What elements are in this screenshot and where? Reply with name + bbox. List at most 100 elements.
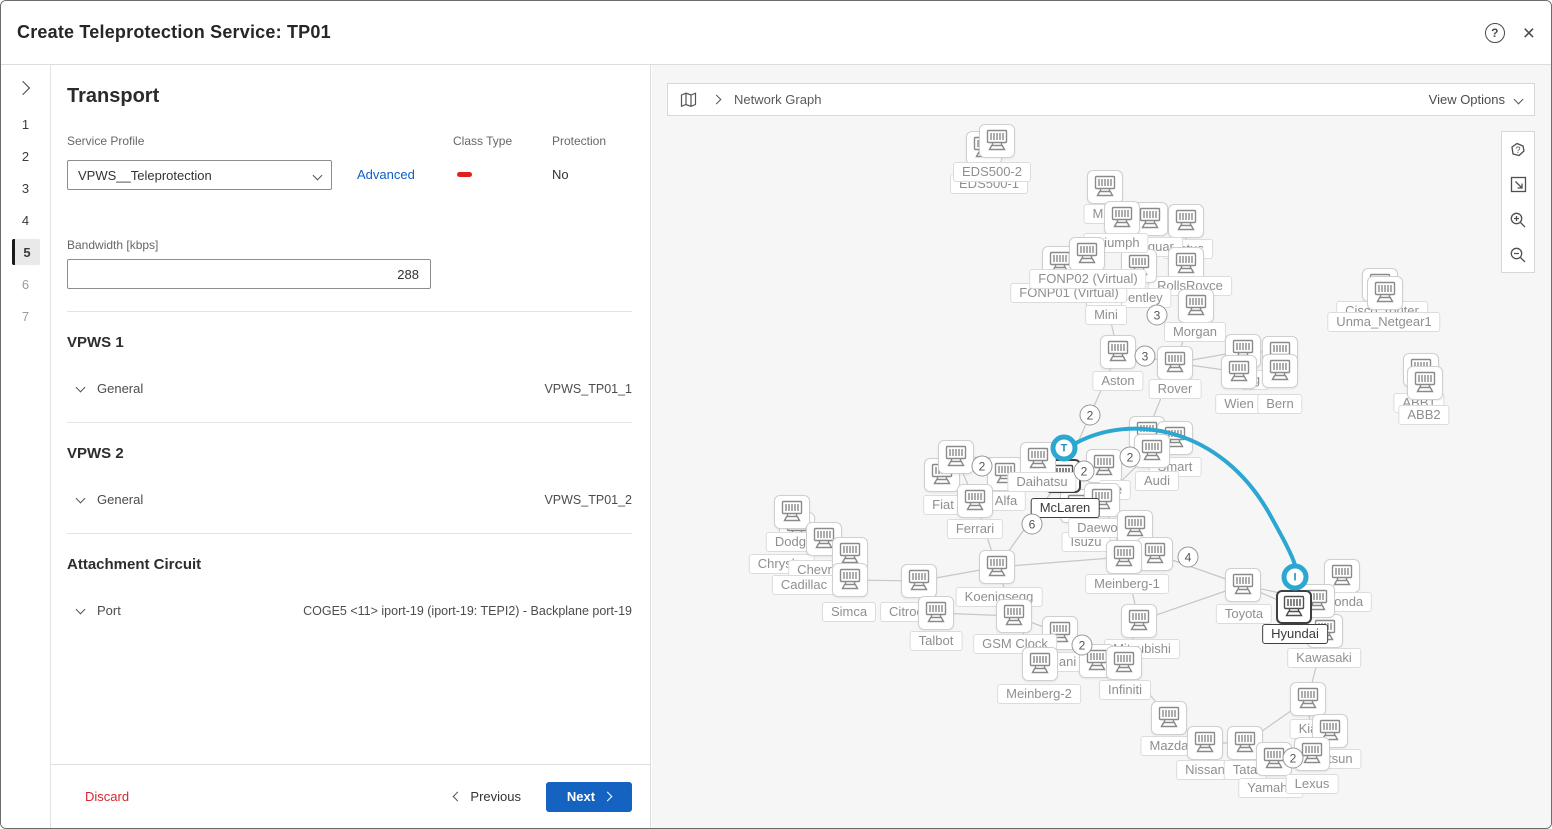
graph-node-label-fonp02[interactable]: FONP02 (Virtual) [1029,269,1147,289]
graph-node-label-wien[interactable]: Wien [1215,394,1263,414]
graph-node-label-hyundai[interactable]: Hyundai [1262,624,1328,644]
fullscreen-button[interactable] [1502,167,1534,202]
view-options-button[interactable]: View Options [1429,92,1524,107]
graph-node-infiniti[interactable] [1106,646,1142,680]
graph-node-meinberg-1[interactable] [1106,540,1142,574]
graph-node-label-unma-netgear1[interactable]: Unma_Netgear1 [1327,312,1441,332]
zoom-in-button[interactable] [1502,202,1534,237]
close-icon[interactable]: × [1522,21,1535,45]
graph-node-cadillac[interactable] [832,537,868,571]
cluster-badge-3[interactable]: 3 [1146,304,1168,326]
graph-node-label-kawasaki[interactable]: Kawasaki [1287,648,1361,668]
general-row-label[interactable]: General [97,492,144,507]
graph-node-mazda[interactable] [1151,701,1187,735]
stepper-step-4[interactable]: 4 [21,212,30,228]
graph-node-label-rover[interactable]: Rover [1148,379,1202,399]
stepper-step-1[interactable]: 1 [21,116,30,132]
graph-node-fonp02[interactable] [1069,237,1105,271]
graph-node-label-aston[interactable]: Aston [1092,371,1144,391]
discard-button[interactable]: Discard [85,789,130,804]
graph-node-gsm-clock[interactable] [996,599,1032,633]
graph-node-triumph[interactable] [1104,201,1140,235]
service-profile-select[interactable]: VPWS__Teleprotection [67,160,332,190]
graph-node-label-daihatsu[interactable]: Daihatsu [1007,472,1077,492]
advanced-link[interactable]: Advanced [357,167,415,182]
cluster-badge-2[interactable]: 2 [971,455,993,477]
graph-node-label-toyota[interactable]: Toyota [1215,604,1273,624]
graph-node-aston[interactable] [1100,335,1136,369]
graph-node-meinberg-2[interactable] [1022,647,1058,681]
graph-node-citroen[interactable] [901,564,937,598]
graph-node-hyundai[interactable] [1276,590,1312,624]
graph-node-mitsubishi[interactable] [1121,604,1157,638]
graph-node-morgan[interactable] [1178,289,1214,323]
graph-node-label-eds500-2[interactable]: EDS500-2 [953,162,1031,182]
graph-node-label-bern[interactable]: Bern [1257,394,1303,414]
graph-node-simca[interactable] [832,563,868,597]
graph-node-label-mazda[interactable]: Mazda [1140,736,1198,756]
stepper-step-3[interactable]: 3 [21,180,30,196]
help-icon[interactable]: ? [1484,23,1505,43]
graph-node-dodge[interactable] [774,495,810,529]
graph-node-toyota[interactable] [1225,568,1261,602]
cluster-badge-3[interactable]: 3 [1134,345,1156,367]
graph-node-unma-netgear1[interactable] [1367,276,1403,310]
graph-node-talbot[interactable] [918,596,954,630]
graph-node-label-nissan[interactable]: Nissan [1176,760,1234,780]
graph-node-daihatsu[interactable] [1020,442,1056,476]
stepper-step-6[interactable]: 6 [21,276,30,292]
cluster-badge-2[interactable]: 2 [1071,634,1093,656]
graph-node-mg[interactable] [1087,170,1123,204]
general-row-label[interactable]: General [97,381,144,396]
graph-node-label-mclaren[interactable]: McLaren [1030,498,1100,518]
stepper-step-2[interactable]: 2 [21,148,30,164]
graph-node-abb2[interactable] [1407,366,1443,400]
chevron-down-icon[interactable] [75,604,86,614]
stepper-expand-icon[interactable] [15,80,31,96]
graph-node-label-audi[interactable]: Audi [1134,471,1180,491]
cluster-badge-4[interactable]: 4 [1177,546,1199,568]
graph-node-label-mini[interactable]: Mini [1085,305,1127,325]
zoom-out-button[interactable] [1502,237,1534,272]
graph-node-label-meinberg-1[interactable]: Meinberg-1 [1085,574,1169,594]
graph-node-label-cadillac[interactable]: Cadillac [771,575,837,595]
graph-node-label-lexus[interactable]: Lexus [1285,774,1339,794]
chevron-down-icon[interactable] [75,382,86,392]
graph-node-fiat[interactable] [938,440,974,474]
cluster-badge-6[interactable]: 6 [1021,513,1043,535]
graph-node-label-meinberg-2[interactable]: Meinberg-2 [997,684,1081,704]
next-button[interactable]: Next [546,781,632,812]
graph-node-label-talbot[interactable]: Talbot [909,631,963,651]
cluster-badge-2[interactable]: 2 [1073,460,1095,482]
graph-node-eds500-2[interactable] [979,124,1015,158]
graph-node-label-ferrari[interactable]: Ferrari [946,519,1004,539]
graph-node-label-abb2[interactable]: ABB2 [1398,405,1450,425]
stepper-step-5[interactable]: 5 [11,239,40,265]
graph-node-label-simca[interactable]: Simca [821,602,877,622]
graph-node-label-morgan[interactable]: Morgan [1163,322,1227,342]
graph-node-kia[interactable] [1290,682,1326,716]
bandwidth-input[interactable] [67,259,431,289]
overview-button[interactable]: ? [1502,132,1534,167]
chevron-down-icon[interactable] [75,493,86,503]
map-icon[interactable] [680,91,697,108]
graph-node-ferrari[interactable] [957,484,993,518]
graph-node-lotus[interactable] [1168,204,1204,238]
cluster-badge-2[interactable]: 2 [1079,404,1101,426]
port-row-label[interactable]: Port [97,603,121,618]
graph-node-audi[interactable] [1134,434,1170,468]
graph-node-wien[interactable] [1221,355,1257,389]
cluster-badge-2[interactable]: 2 [1282,747,1304,769]
graph-canvas[interactable]: EDS500-1LotusJaguarRollsRoyceBentleyMorg… [652,65,1551,828]
graph-node-rollsroyce[interactable] [1168,247,1204,281]
graph-node-rover[interactable] [1157,346,1193,380]
graph-node-meinberg-1b[interactable] [1137,537,1173,571]
graph-node-koenigsegg[interactable] [979,550,1015,584]
graph-node-nissan[interactable] [1187,726,1223,760]
graph-node-label-infiniti[interactable]: Infiniti [1099,680,1151,700]
graph-node-label-alfa[interactable]: Alfa [985,491,1027,511]
stepper-step-7[interactable]: 7 [21,308,30,324]
cluster-badge-2[interactable]: 2 [1119,446,1141,468]
previous-button[interactable]: Previous [452,789,521,804]
graph-node-bern[interactable] [1262,354,1298,388]
